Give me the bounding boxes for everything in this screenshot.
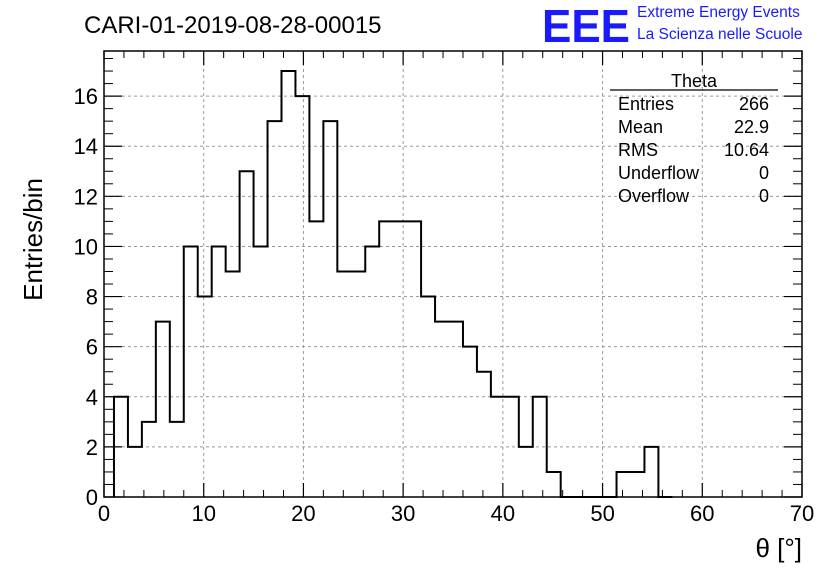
logo-line-1: Extreme Energy Events <box>637 4 800 21</box>
histogram-bin-17 <box>351 271 365 497</box>
y-axis-label: Entries/bin <box>18 178 48 301</box>
stat-value-overflow: 0 <box>759 186 769 206</box>
stats-box-title: Theta <box>671 71 718 91</box>
stat-value-mean: 22.9 <box>734 117 769 137</box>
stat-value-rms: 10.64 <box>724 140 769 160</box>
histogram-bin-23 <box>435 322 449 497</box>
tick-labels: 0 10 20 30 40 50 60 70 0 2 4 6 8 10 12 14 16 <box>74 84 815 526</box>
plot-border <box>103 50 803 498</box>
histogram-bin-15 <box>323 121 337 497</box>
x-tick-label-1: 10 <box>191 501 215 526</box>
stat-label-entries: Entries <box>618 94 674 114</box>
histogram-bin-2 <box>142 422 156 497</box>
y-tick-label-1: 2 <box>86 435 98 460</box>
x-tick-label-7: 70 <box>790 501 814 526</box>
stat-label-mean: Mean <box>618 117 663 137</box>
y-tick-label-4: 8 <box>86 285 98 310</box>
histogram-bin-24 <box>449 322 463 497</box>
logo-line-2: La Scienza nelle Scuole <box>637 26 802 43</box>
stat-label-underflow: Underflow <box>618 163 700 183</box>
histogram-bin-1 <box>128 447 142 497</box>
histogram-bin-12 <box>281 71 295 497</box>
histogram-bin-3 <box>156 322 170 497</box>
stat-value-entries: 266 <box>739 94 769 114</box>
x-tick-label-6: 60 <box>690 501 714 526</box>
y-tick-label-2: 4 <box>86 385 98 410</box>
x-tick-label-5: 50 <box>590 501 614 526</box>
histogram-bin-20 <box>393 221 407 497</box>
histogram-bin-25 <box>463 347 477 497</box>
y-tick-label-3: 6 <box>86 335 98 360</box>
histogram-bin-22 <box>421 297 435 497</box>
x-tick-label-3: 30 <box>391 501 415 526</box>
axis-ticks <box>103 51 803 498</box>
histogram-bin-6 <box>198 297 212 497</box>
y-tick-label-8: 16 <box>74 84 98 109</box>
stat-label-overflow: Overflow <box>618 186 690 206</box>
histogram-bin-36 <box>617 472 631 497</box>
chart-title: CARI-01-2019-08-28-00015 <box>84 12 382 39</box>
histogram-bin-10 <box>254 246 268 497</box>
grid-lines <box>104 51 802 497</box>
stat-label-rms: RMS <box>618 140 658 160</box>
histogram-bin-30 <box>533 397 547 497</box>
histogram-bin-9 <box>240 171 254 497</box>
histogram-bin-19 <box>379 221 393 497</box>
y-tick-label-5: 10 <box>74 234 98 259</box>
y-tick-label-7: 14 <box>74 134 98 159</box>
x-tick-label-4: 40 <box>491 501 515 526</box>
plot-frame <box>103 50 803 498</box>
histogram-bin-13 <box>295 96 309 497</box>
stat-value-underflow: 0 <box>759 163 769 183</box>
histogram-bin-16 <box>337 271 351 497</box>
x-tick-label-0: 0 <box>98 501 110 526</box>
logo-mark: EEE <box>542 0 630 52</box>
histogram-bin-8 <box>226 271 240 497</box>
histogram-bin-28 <box>505 397 519 497</box>
y-tick-label-6: 12 <box>74 184 98 209</box>
eee-logo: EEE Extreme Energy Events La Scienza nel… <box>542 0 802 52</box>
x-axis-label: θ [°] <box>755 533 802 563</box>
histogram-bin-5 <box>184 246 198 497</box>
y-tick-label-0: 0 <box>86 485 98 510</box>
histogram-bin-18 <box>365 246 379 497</box>
stats-box: Theta Entries 266 Mean 22.9 RMS 10.64 Un… <box>610 71 778 206</box>
histogram-bin-14 <box>309 221 323 497</box>
histogram-outline <box>112 70 673 498</box>
histogram-bin-26 <box>477 372 491 497</box>
histogram-bin-21 <box>407 221 421 497</box>
histogram-bin-7 <box>212 246 226 497</box>
histogram-bin-27 <box>491 397 505 497</box>
histogram-bin-29 <box>519 447 533 497</box>
histogram-bin-11 <box>268 121 282 497</box>
x-tick-label-2: 20 <box>291 501 315 526</box>
histogram-bin-4 <box>170 422 184 497</box>
histogram-bin-38 <box>644 447 658 497</box>
histogram-series <box>112 70 673 498</box>
histogram-bin-31 <box>547 472 561 497</box>
